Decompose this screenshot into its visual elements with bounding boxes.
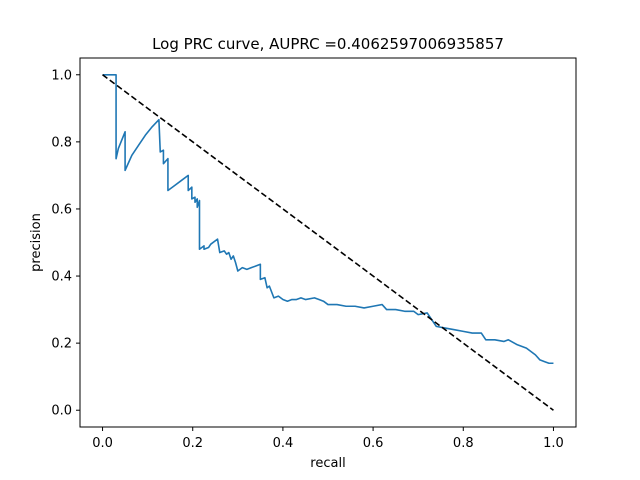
y-tick-label: 0.2 (51, 337, 72, 352)
baseline-dashed-line (102, 74, 554, 411)
y-tick-label: 0.8 (51, 135, 72, 150)
x-tick-label: 0.6 (363, 436, 384, 451)
plot-frame (79, 57, 577, 428)
series-layer (102, 73, 554, 411)
x-tick-label: 0.2 (182, 436, 203, 451)
y-tick-label: 1.0 (51, 68, 72, 83)
x-tick-label: 0.8 (453, 436, 474, 451)
y-tick-label: 0.0 (51, 404, 72, 419)
prc-curve-line (102, 73, 554, 365)
y-axis-label: precision (29, 213, 44, 272)
y-tick-label: 0.6 (51, 202, 72, 217)
y-axis: 0.0 0.2 0.4 0.6 0.8 1.0 (51, 68, 80, 419)
y-tick-label: 0.4 (51, 270, 72, 285)
x-tick-label: 1.0 (543, 436, 564, 451)
x-axis-label: recall (310, 456, 345, 471)
chart-title: Log PRC curve, AUPRC =0.4062597006935857 (152, 35, 504, 53)
x-tick-label: 0.4 (273, 436, 294, 451)
x-axis: 0.0 0.2 0.4 0.6 0.8 1.0 (92, 427, 564, 451)
x-tick-label: 0.0 (92, 436, 113, 451)
